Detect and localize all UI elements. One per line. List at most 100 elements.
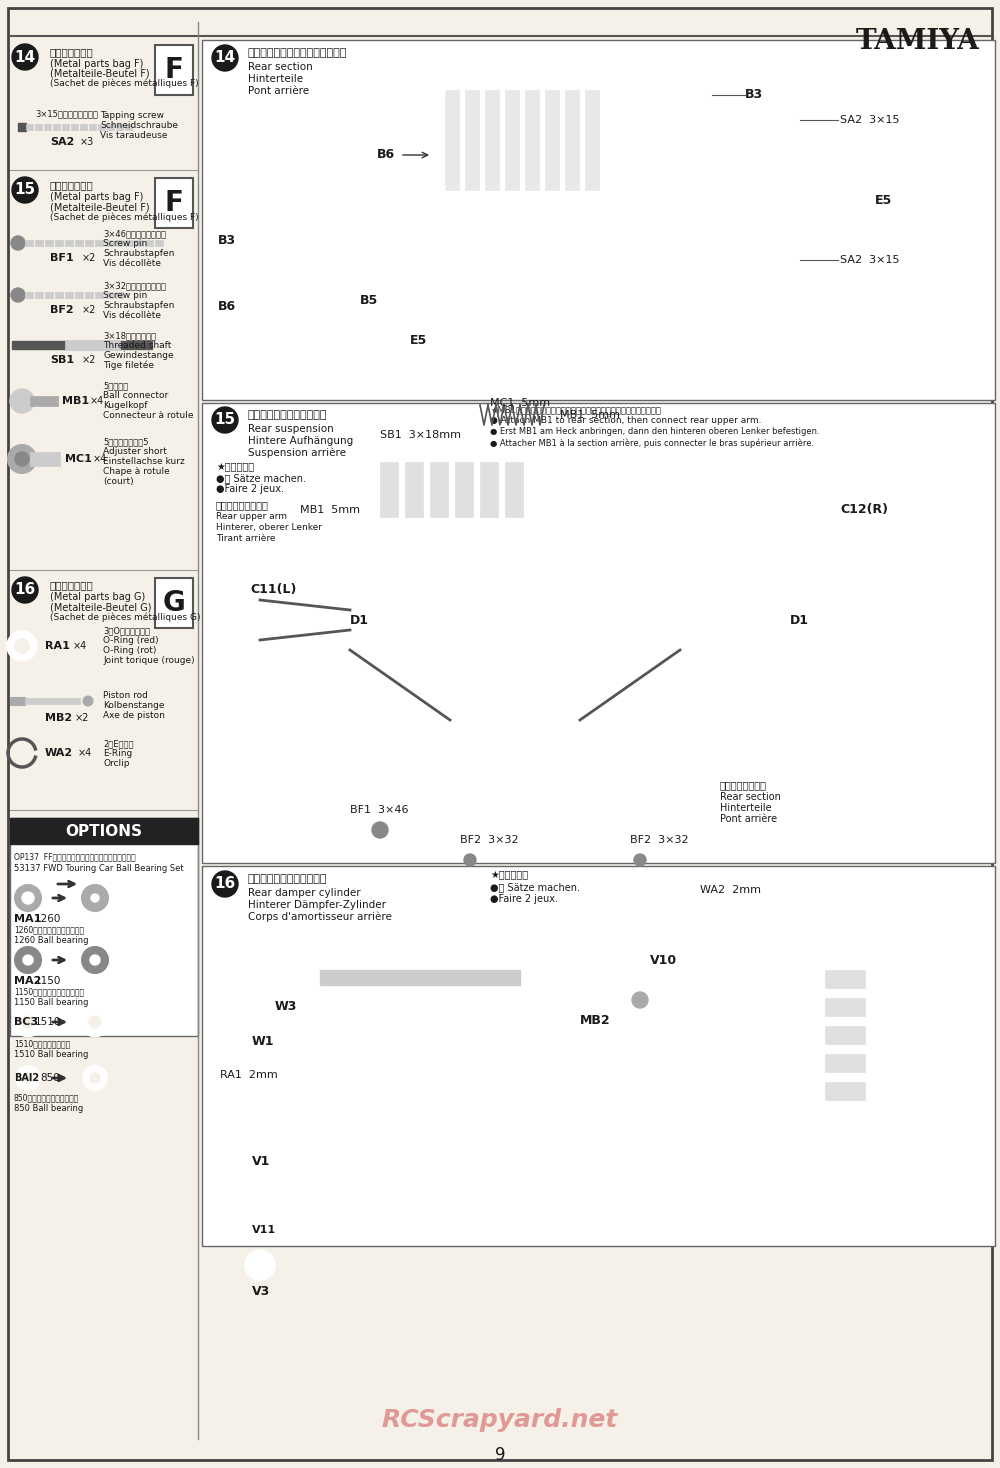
Text: ×4: ×4 bbox=[78, 749, 92, 757]
Text: Rear section: Rear section bbox=[248, 62, 313, 72]
Bar bbox=[75, 292, 83, 298]
Text: ×2: ×2 bbox=[75, 713, 89, 724]
Circle shape bbox=[23, 1073, 33, 1083]
Text: Tapping screw: Tapping screw bbox=[100, 112, 164, 120]
Text: ×3: ×3 bbox=[80, 137, 94, 147]
Circle shape bbox=[12, 577, 38, 603]
Text: 1510ボールベアリング: 1510ボールベアリング bbox=[14, 1039, 70, 1048]
Text: MA2: MA2 bbox=[14, 976, 41, 986]
Circle shape bbox=[610, 87, 620, 97]
Text: Einstellachse kurz: Einstellachse kurz bbox=[103, 457, 185, 465]
Text: リヤバルクヘッド: リヤバルクヘッド bbox=[720, 780, 767, 790]
Text: C11(L): C11(L) bbox=[250, 583, 296, 596]
Bar bbox=[825, 970, 865, 988]
Text: 1150ラバーシールベアリング: 1150ラバーシールベアリング bbox=[14, 986, 84, 995]
Text: ★２個作り。: ★２個作り。 bbox=[490, 871, 528, 879]
Text: Threaded shaft: Threaded shaft bbox=[103, 341, 171, 349]
Text: WA2  2mm: WA2 2mm bbox=[700, 885, 761, 895]
Bar bbox=[390, 280, 450, 320]
Bar bbox=[265, 964, 300, 995]
Text: BC3: BC3 bbox=[14, 1017, 38, 1028]
Bar bbox=[45, 292, 53, 298]
Text: 53137 FWD Touring Car Ball Bearing Set: 53137 FWD Touring Car Ball Bearing Set bbox=[14, 865, 184, 873]
Bar bbox=[25, 239, 33, 247]
Bar bbox=[71, 123, 78, 131]
Text: E5: E5 bbox=[410, 333, 427, 346]
Bar bbox=[825, 998, 865, 1016]
Text: BF1: BF1 bbox=[50, 252, 74, 263]
Text: C12(R): C12(R) bbox=[840, 504, 888, 517]
Text: MC1  5mm: MC1 5mm bbox=[490, 398, 550, 408]
Text: (court): (court) bbox=[103, 477, 134, 486]
Text: Orclip: Orclip bbox=[103, 759, 130, 768]
Text: SB1: SB1 bbox=[50, 355, 74, 366]
FancyBboxPatch shape bbox=[155, 178, 193, 228]
Text: Pont arrière: Pont arrière bbox=[720, 813, 777, 824]
Bar bbox=[480, 462, 498, 517]
Circle shape bbox=[90, 1073, 100, 1083]
Text: Suspension arrière: Suspension arrière bbox=[248, 448, 346, 458]
Text: ×2: ×2 bbox=[82, 355, 96, 366]
Circle shape bbox=[435, 184, 445, 192]
Text: B6: B6 bbox=[218, 299, 236, 313]
Text: 1510: 1510 bbox=[35, 1017, 61, 1028]
Text: 3×46㎜スクリューピン: 3×46㎜スクリューピン bbox=[103, 229, 166, 238]
Text: Vis décollète: Vis décollète bbox=[103, 311, 161, 320]
Bar bbox=[53, 123, 60, 131]
Text: MB1  5mm: MB1 5mm bbox=[560, 410, 620, 420]
Text: Rear section: Rear section bbox=[720, 793, 781, 802]
Text: Hinterteile: Hinterteile bbox=[248, 73, 303, 84]
Text: 850 Ball bearing: 850 Ball bearing bbox=[14, 1104, 83, 1113]
Text: Schraubstapfen: Schraubstapfen bbox=[103, 250, 174, 258]
Circle shape bbox=[12, 44, 38, 70]
Text: E-Ring: E-Ring bbox=[103, 749, 132, 757]
Bar bbox=[825, 1026, 865, 1044]
Circle shape bbox=[14, 1009, 42, 1036]
Bar bbox=[240, 950, 280, 1031]
Text: G: G bbox=[163, 589, 185, 617]
Bar bbox=[35, 239, 43, 247]
Text: ×4: ×4 bbox=[73, 642, 87, 650]
Circle shape bbox=[11, 236, 25, 250]
Bar bbox=[45, 239, 53, 247]
Bar bbox=[62, 123, 69, 131]
Bar bbox=[25, 697, 80, 705]
Text: 〈リヤダンパーのみたて〉: 〈リヤダンパーのみたて〉 bbox=[248, 873, 328, 884]
Text: 16: 16 bbox=[214, 876, 236, 891]
FancyBboxPatch shape bbox=[202, 866, 995, 1246]
Bar bbox=[89, 123, 96, 131]
Text: Piston rod: Piston rod bbox=[103, 691, 148, 700]
Text: Hinterer Dämpfer-Zylinder: Hinterer Dämpfer-Zylinder bbox=[248, 900, 386, 910]
Text: MB2: MB2 bbox=[580, 1013, 611, 1026]
Bar bbox=[430, 462, 448, 517]
Circle shape bbox=[10, 389, 34, 413]
Text: ×4: ×4 bbox=[93, 454, 107, 464]
Text: SB1  3×18mm: SB1 3×18mm bbox=[380, 430, 461, 440]
Text: 1260: 1260 bbox=[35, 915, 61, 923]
Circle shape bbox=[725, 910, 755, 940]
Text: O-Ring (rot): O-Ring (rot) bbox=[103, 646, 156, 655]
Bar bbox=[205, 305, 285, 345]
Text: 850ラバーシールベアリング: 850ラバーシールベアリング bbox=[14, 1094, 79, 1102]
Text: ★MB1をまずとりつけてからリヤアッパーアームをとりつけて下さい。: ★MB1をまずとりつけてからリヤアッパーアームをとりつけて下さい。 bbox=[490, 405, 661, 414]
Bar bbox=[650, 70, 710, 150]
FancyBboxPatch shape bbox=[202, 40, 995, 399]
Bar bbox=[25, 292, 33, 298]
Text: BF2  3×32: BF2 3×32 bbox=[460, 835, 519, 846]
Circle shape bbox=[212, 871, 238, 897]
Text: 〈金具袋詰Ｇ〉: 〈金具袋詰Ｇ〉 bbox=[50, 580, 94, 590]
Text: Schneidschraube: Schneidschraube bbox=[100, 120, 178, 131]
Bar bbox=[445, 90, 459, 189]
Text: ●Faire 2 jeux.: ●Faire 2 jeux. bbox=[216, 484, 284, 495]
Text: ×4: ×4 bbox=[90, 396, 104, 407]
Bar bbox=[95, 292, 103, 298]
Bar bbox=[65, 292, 73, 298]
Text: Ball connector: Ball connector bbox=[103, 390, 168, 399]
Text: (Sachet de pièces métalliques F): (Sachet de pièces métalliques F) bbox=[50, 211, 199, 222]
Text: 1150 Ball bearing: 1150 Ball bearing bbox=[14, 998, 88, 1007]
Text: BF1  3×46: BF1 3×46 bbox=[350, 804, 409, 815]
Circle shape bbox=[83, 1066, 107, 1091]
Text: ★２個作り。: ★２個作り。 bbox=[216, 462, 254, 473]
Text: Joint torique (rouge): Joint torique (rouge) bbox=[103, 656, 195, 665]
Bar bbox=[55, 292, 63, 298]
